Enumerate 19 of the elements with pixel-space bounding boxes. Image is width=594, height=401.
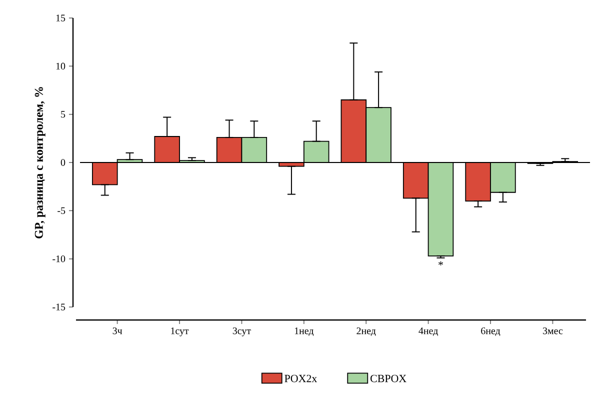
y-tick-label: 10 [56, 62, 66, 70]
x-tick-label: 4нед [418, 328, 438, 336]
y-tick-label: 15 [56, 14, 66, 22]
x-tick-label: 3сут [232, 328, 251, 336]
x-tick-label: 6нед [481, 328, 500, 336]
y-tick-label: -15 [52, 304, 66, 310]
y-tick-label: 5 [61, 111, 66, 118]
y-tick-label: 0 [60, 159, 66, 166]
legend-label: POX2x [284, 374, 318, 382]
x-tick-label: 3мес [542, 328, 563, 334]
y-axis-title: GP, разница с контролем, % [34, 87, 46, 238]
x-tick-label: 1сут [171, 328, 189, 336]
x-tick-label: 2нед [356, 328, 376, 336]
legend-label: CBPOX [370, 374, 406, 382]
y-tick-label: -10 [52, 255, 66, 262]
annotation: * [438, 261, 443, 266]
x-tick-label: 3ч [112, 328, 122, 334]
x-tick-label: 1нед [294, 328, 314, 336]
y-tick-label: -5 [58, 207, 66, 214]
